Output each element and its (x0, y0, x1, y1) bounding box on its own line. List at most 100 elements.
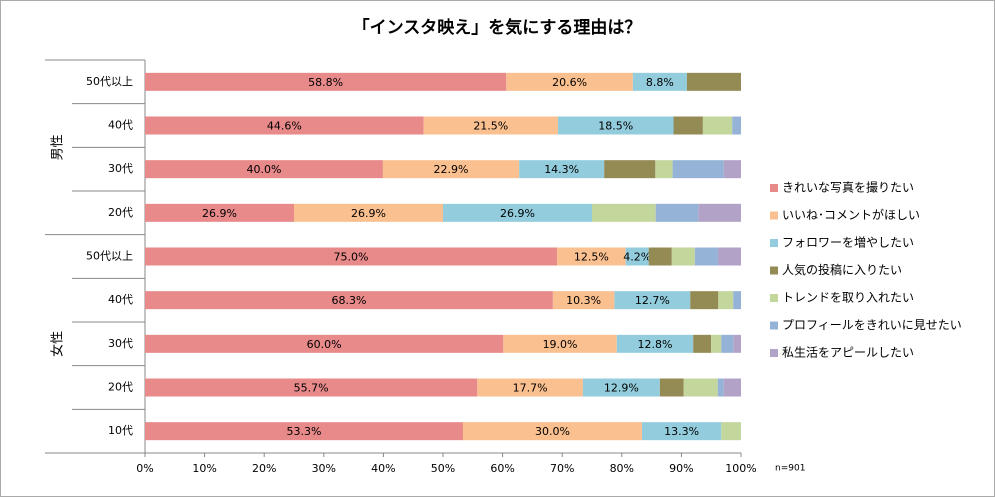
bar-segment (582, 378, 660, 397)
bar-segment (503, 334, 617, 353)
bar-segment (382, 160, 520, 179)
data-label: 60.0% (307, 338, 342, 351)
legend-label: トレンドを取り入れたい (782, 291, 914, 305)
x-tick-label: 20% (252, 462, 276, 475)
bar-segment (604, 160, 656, 179)
bar-segment (477, 378, 583, 397)
bar-segment (721, 422, 741, 441)
bar-segment (592, 203, 656, 222)
data-label: 12.5% (574, 251, 609, 264)
x-tick-label: 90% (669, 462, 693, 475)
bar-segment (648, 247, 672, 266)
bar-segment (519, 160, 605, 179)
bar-segment (625, 247, 649, 266)
x-tick-label: 0% (136, 462, 153, 475)
data-label: 8.8% (646, 76, 674, 89)
bar-segment (698, 203, 741, 222)
data-label: 20.6% (552, 76, 587, 89)
data-label: 14.3% (544, 163, 579, 176)
bar-segment (721, 334, 734, 353)
bar-segment (443, 203, 592, 222)
y-tick-label: 30代 (108, 162, 133, 175)
data-label: 30.0% (535, 425, 570, 438)
y-tick-label: 30代 (108, 337, 133, 350)
y-tick-label: 20代 (108, 381, 133, 394)
data-label: 55.7% (294, 382, 329, 395)
bar-segment (733, 334, 741, 353)
bar-segment (145, 334, 504, 353)
bar-segment (552, 291, 615, 310)
bar-segment (673, 116, 703, 135)
data-label: 75.0% (334, 251, 369, 264)
data-label: 12.8% (638, 338, 673, 351)
y-tick-label: 10代 (108, 424, 133, 437)
y-tick-label: 40代 (108, 293, 133, 306)
x-tick-label: 50% (431, 462, 455, 475)
legend-swatch (770, 184, 778, 192)
data-label: 18.5% (598, 120, 633, 133)
y-tick-label: 50代以上 (86, 75, 133, 88)
bar-segment (641, 422, 722, 441)
data-label: 26.9% (500, 207, 535, 220)
bar-segment (723, 378, 741, 397)
bar-segment (711, 334, 722, 353)
bar-segment (694, 247, 718, 266)
data-label: 22.9% (434, 163, 469, 176)
bar-segment (718, 291, 734, 310)
legend-swatch (770, 294, 778, 302)
x-tick-label: 60% (490, 462, 514, 475)
data-label: 58.8% (308, 76, 343, 89)
data-label: 40.0% (246, 163, 281, 176)
y-tick-label: 50代以上 (86, 250, 133, 263)
bar-segment (423, 116, 558, 135)
bar-segment (145, 422, 463, 441)
bar-segment (556, 247, 626, 266)
legend-swatch (770, 321, 778, 330)
group-label: 男性 (51, 134, 66, 160)
bar-segment (616, 334, 694, 353)
bar-segment (723, 160, 741, 179)
bar-segment (294, 203, 443, 222)
bar-segment (145, 378, 478, 397)
bar-segment (702, 116, 733, 135)
bar-segment (632, 72, 687, 91)
legend-label: いいね･コメントがほしい (782, 207, 920, 222)
data-label: 4.2% (623, 251, 651, 264)
data-label: 13.3% (664, 425, 699, 438)
x-tick-label: 80% (610, 462, 634, 475)
data-label: 68.3% (331, 294, 366, 307)
bar-segment (672, 160, 724, 179)
bar-segment (693, 334, 712, 353)
bar-segment (655, 160, 673, 179)
bar-segment (732, 116, 741, 135)
data-label: 17.7% (513, 382, 548, 395)
legend-swatch (770, 211, 778, 220)
legend-label: きれいな写真を撮りたい (782, 181, 914, 195)
legend-label: 私生活をアピールしたい (782, 346, 914, 360)
group-label: 女性 (50, 331, 66, 357)
bar-segment (655, 203, 699, 222)
y-tick-label: 20代 (108, 206, 133, 219)
bar-segment (614, 291, 691, 310)
legend-swatch (770, 239, 778, 247)
data-label: 19.0% (543, 338, 578, 351)
data-label: 44.6% (267, 120, 302, 133)
legend-swatch (770, 266, 778, 275)
bar-segment (557, 116, 674, 135)
bar-segment (145, 291, 553, 310)
bar-segment (690, 291, 719, 310)
bar-segment (733, 291, 741, 310)
bar-segment (145, 203, 294, 222)
bar-segment (686, 72, 741, 91)
bar-segment (145, 160, 383, 179)
data-label: 26.9% (202, 207, 237, 220)
data-label: 10.3% (566, 294, 601, 307)
y-tick-label: 40代 (108, 119, 133, 132)
bar-segment (717, 378, 724, 397)
bar-segment (717, 247, 741, 266)
legend-label: プロフィールをきれいに見せたい (782, 318, 962, 332)
legend-label: フォロワーを増やしたい (782, 236, 914, 250)
legend-label: 人気の投稿に入りたい (782, 262, 902, 277)
bar-segment (145, 116, 424, 135)
